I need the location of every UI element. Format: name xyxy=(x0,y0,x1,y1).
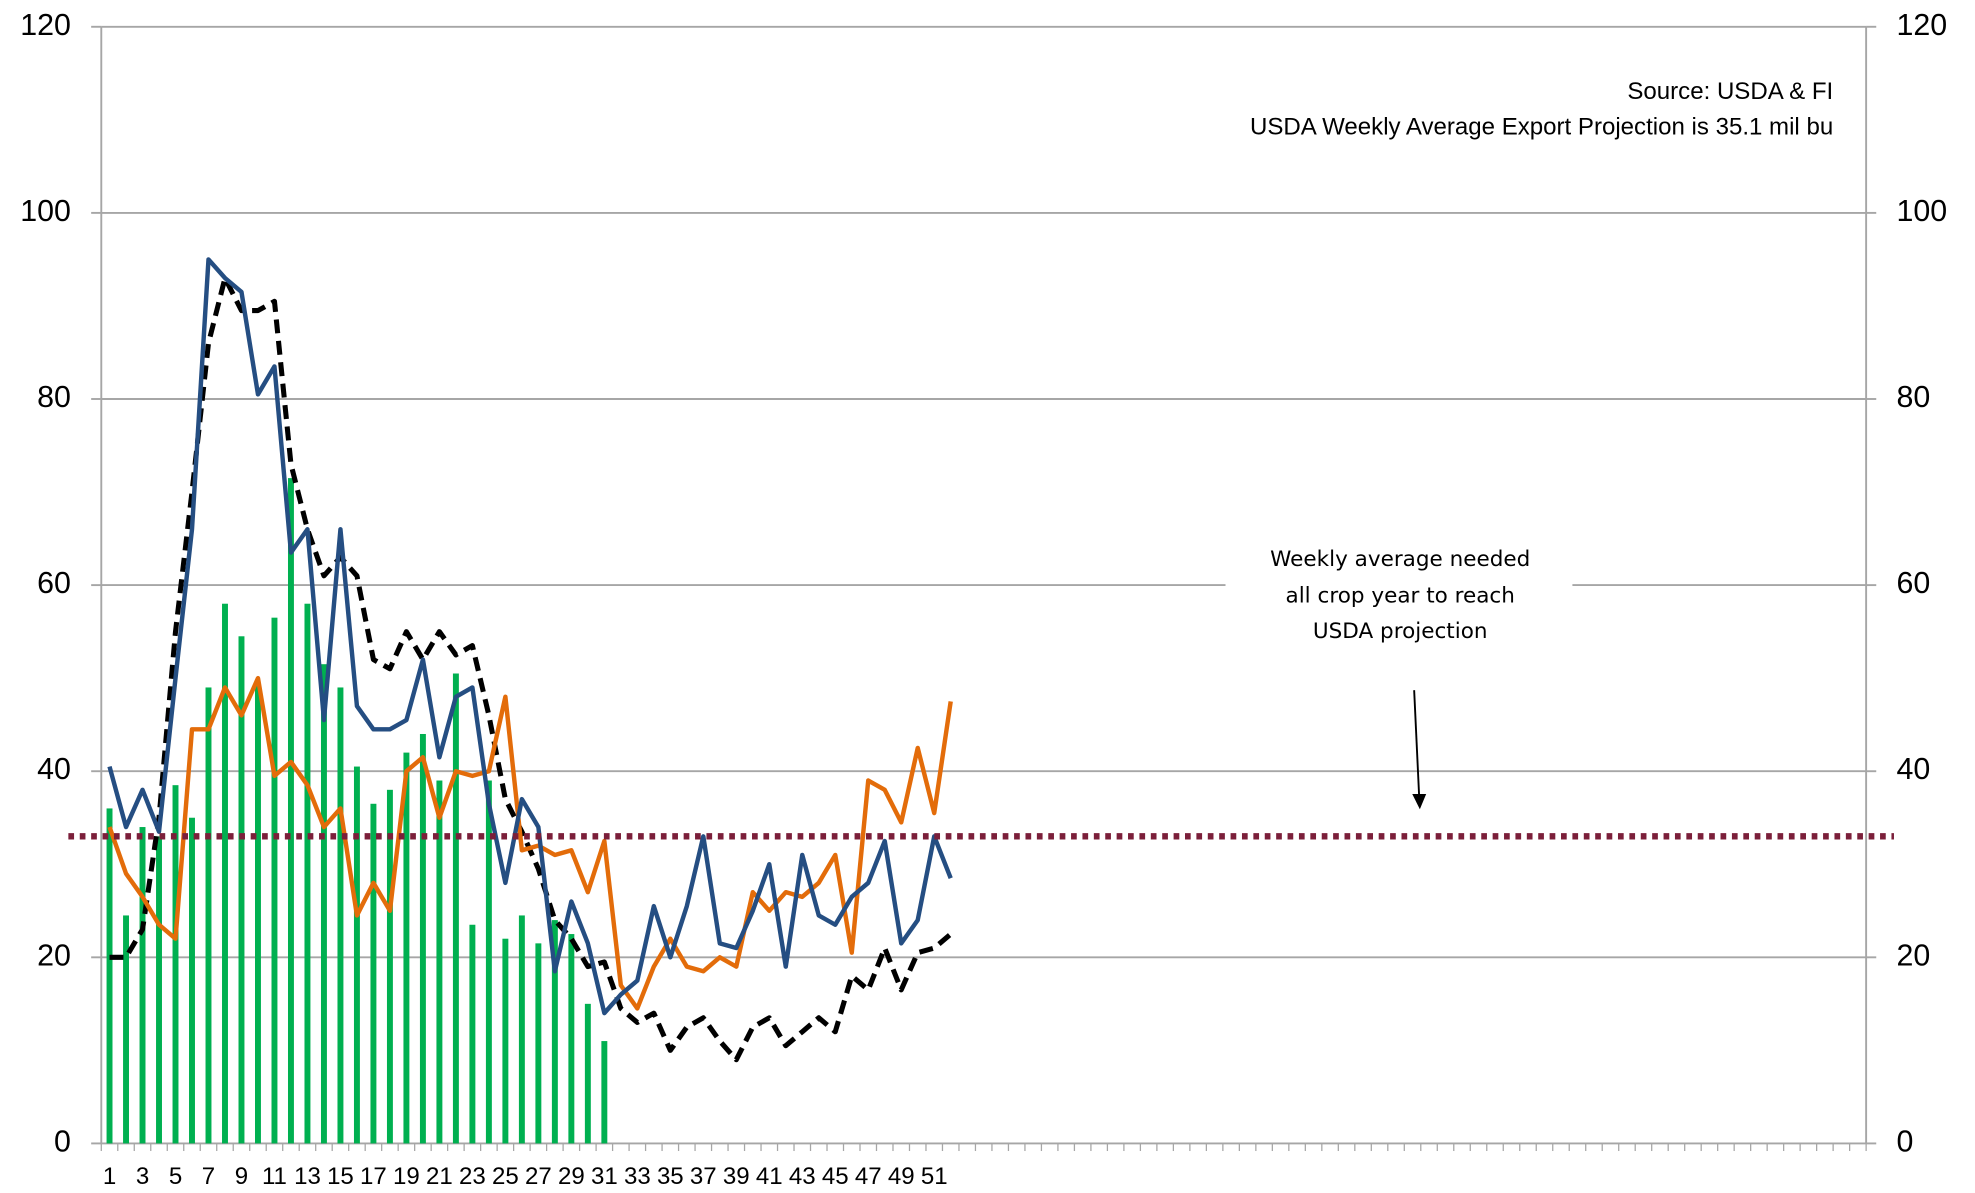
x-tick-label: 23 xyxy=(459,1163,486,1190)
y2-tick-label: 20 xyxy=(1897,938,1931,972)
x-tick-label: 27 xyxy=(525,1163,552,1190)
bar xyxy=(601,1041,608,1144)
bar xyxy=(436,780,443,1144)
bar xyxy=(535,943,542,1144)
x-tick-label: 47 xyxy=(855,1163,882,1190)
y-tick-label: 20 xyxy=(37,938,71,972)
annotation-line: Weekly average needed xyxy=(1270,547,1530,572)
bar xyxy=(551,920,558,1144)
bar xyxy=(370,803,377,1144)
annotation-box xyxy=(1225,538,1573,655)
annotation-arrow xyxy=(1413,690,1421,798)
bar xyxy=(304,603,311,1144)
y2-tick-label: 0 xyxy=(1897,1124,1914,1158)
bar xyxy=(568,934,575,1144)
bar xyxy=(156,836,162,1144)
bar xyxy=(469,924,476,1144)
y-tick-label: 80 xyxy=(37,380,71,414)
annotation-line: all crop year to reach xyxy=(1286,584,1515,609)
bar xyxy=(222,603,228,1144)
bar xyxy=(106,808,113,1144)
bar xyxy=(485,780,492,1144)
y2-tick-label: 120 xyxy=(1897,8,1948,42)
line-series xyxy=(107,675,953,1011)
x-tick-label: 37 xyxy=(690,1163,717,1190)
x-tick-label: 51 xyxy=(921,1163,948,1190)
x-tick-label: 45 xyxy=(822,1163,849,1190)
y-tick-label: 100 xyxy=(20,194,71,228)
bar xyxy=(386,789,393,1144)
bar xyxy=(518,915,525,1144)
arrow-head xyxy=(1412,794,1427,810)
bar xyxy=(287,478,294,1144)
x-tick-label: 25 xyxy=(492,1163,519,1190)
x-tick-label: 7 xyxy=(202,1163,215,1190)
bar xyxy=(238,636,245,1144)
y-tick-label: 40 xyxy=(37,752,71,786)
bar xyxy=(337,687,344,1144)
line-series xyxy=(109,275,953,1063)
x-tick-label: 1 xyxy=(103,1163,116,1190)
line-series xyxy=(107,257,953,1016)
bar xyxy=(139,827,146,1144)
x-tick-label: 41 xyxy=(756,1163,783,1190)
x-tick-label: 21 xyxy=(426,1163,453,1190)
x-tick-label: 17 xyxy=(360,1163,387,1190)
bar xyxy=(419,733,426,1144)
bar xyxy=(172,785,179,1144)
bar xyxy=(205,687,212,1144)
x-tick-label: 3 xyxy=(136,1163,149,1190)
bar xyxy=(255,682,261,1144)
x-tick-label: 49 xyxy=(888,1163,915,1190)
bar xyxy=(189,817,195,1144)
bar xyxy=(353,766,360,1144)
y2-tick-label: 100 xyxy=(1897,194,1948,228)
plot xyxy=(68,25,1894,1152)
annotation-line: USDA projection xyxy=(1313,619,1488,644)
x-tick-label: 19 xyxy=(393,1163,420,1190)
bar xyxy=(123,915,129,1144)
y-tick-label: 60 xyxy=(37,566,71,600)
y2-tick-label: 40 xyxy=(1897,752,1931,786)
y2-tick-label: 60 xyxy=(1897,566,1931,600)
source-note: USDA Weekly Average Export Projection is… xyxy=(1250,113,1833,140)
source-note: Source: USDA & FI xyxy=(1627,78,1833,105)
x-tick-label: 31 xyxy=(591,1163,618,1190)
bar xyxy=(452,673,459,1144)
annotation: Weekly average needed all crop year to r… xyxy=(1225,538,1573,810)
x-tick-label: 35 xyxy=(657,1163,684,1190)
x-tick-label: 13 xyxy=(294,1163,321,1190)
bar xyxy=(584,1003,591,1144)
x-tick-label: 5 xyxy=(169,1163,182,1190)
x-tick-label: 11 xyxy=(262,1163,287,1190)
y-tick-label: 120 xyxy=(20,8,71,42)
x-tick-label: 9 xyxy=(235,1163,248,1190)
x-tick-label: 33 xyxy=(624,1163,651,1190)
y2-tick-label: 80 xyxy=(1897,380,1931,414)
bar xyxy=(403,752,410,1144)
bar xyxy=(320,664,327,1144)
y-tick-label: 0 xyxy=(54,1124,71,1158)
x-tick-label: 43 xyxy=(789,1163,816,1190)
x-tick-label: 39 xyxy=(723,1163,750,1190)
x-tick-label: 15 xyxy=(327,1163,354,1190)
bar xyxy=(502,938,509,1144)
x-tick-label: 29 xyxy=(558,1163,585,1190)
bar xyxy=(271,617,278,1144)
